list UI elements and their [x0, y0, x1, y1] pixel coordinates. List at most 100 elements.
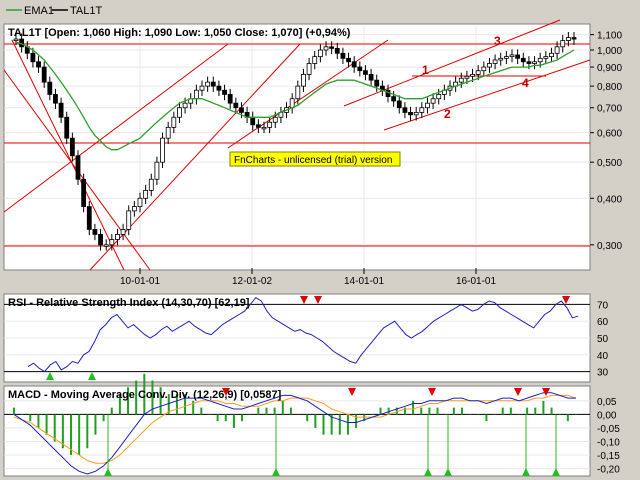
histogram-bar	[167, 394, 170, 415]
histogram-bar	[265, 407, 268, 415]
price-panel: 1 2 3 4 TAL1T [Open: 1,060 High: 1,090 Low:…	[3, 19, 622, 287]
candle-body	[131, 206, 137, 212]
candle-body	[419, 107, 425, 113]
candle-body	[475, 70, 481, 75]
candle-body	[425, 102, 430, 109]
candle-body	[75, 155, 81, 180]
candle-body	[357, 66, 363, 72]
histogram-bar	[452, 407, 455, 415]
candle-body	[526, 61, 532, 64]
histogram-bar	[159, 387, 162, 415]
date-axis: 10-01-01 12-01-02 14-01-01 16-01-01	[120, 268, 496, 287]
price-axis: 1,100 1,000 0,900 0,800 0,700 0,600 0,500 0,400…	[590, 31, 622, 252]
histogram-bar	[420, 407, 423, 415]
sell-signal-marker	[562, 296, 570, 304]
histogram-bar	[412, 400, 415, 415]
candle-body	[487, 63, 492, 68]
histogram-bar	[13, 407, 15, 415]
histogram-bar	[526, 407, 529, 415]
histogram-bar	[387, 407, 390, 415]
rsi-panel: RSI - Relative Strength Index (14,30,70)…	[3, 293, 609, 383]
histogram-bar	[550, 407, 553, 415]
trendline	[383, 59, 591, 131]
candle-body	[120, 229, 126, 235]
candle-body	[374, 79, 380, 87]
histogram-bar	[306, 414, 309, 422]
histogram-bar	[29, 414, 32, 422]
histogram-bar	[110, 407, 113, 415]
candle-body	[470, 74, 475, 77]
candle-body	[549, 52, 554, 58]
histogram-bar	[501, 407, 504, 415]
candle-body	[109, 239, 115, 246]
candle-body	[436, 94, 442, 100]
candle-body	[413, 112, 419, 116]
candle-body	[312, 56, 318, 64]
histogram-bar	[151, 380, 154, 415]
candle-body	[306, 63, 312, 75]
trendline	[3, 43, 229, 213]
price-annotations: 1 2 3 4	[422, 34, 529, 121]
candle-body	[329, 46, 335, 49]
rsi-axis: 70 60 50 40 30	[597, 300, 609, 378]
candle-body	[368, 74, 374, 81]
legend-ema-label: EMA1	[24, 5, 54, 17]
candle-body	[47, 81, 53, 95]
candle-body	[165, 126, 171, 139]
macd-tick-label: -0,20	[597, 465, 620, 476]
histogram-bar	[53, 414, 56, 442]
sell-signal-marker	[222, 388, 230, 396]
candle-body	[160, 137, 165, 163]
sell-signal-marker	[514, 388, 522, 396]
watermark-text: FnCharts - unlicensed (trial) version	[234, 155, 392, 166]
candle-body	[154, 161, 160, 180]
macd-tick-label: 0,05	[597, 397, 617, 408]
histogram-bar	[257, 407, 260, 415]
date-tick-label: 10-01-01	[120, 276, 160, 287]
price-tick-label: 0,800	[597, 82, 622, 93]
buy-signal-marker	[444, 468, 452, 476]
candle-body	[515, 54, 521, 59]
histogram-bar	[127, 387, 130, 415]
macd-grid	[4, 400, 590, 470]
candle-body	[565, 37, 571, 41]
date-tick-label: 14-01-01	[344, 276, 384, 287]
price-panel-background	[3, 23, 591, 271]
histogram-bar	[485, 414, 488, 422]
histogram-bar	[86, 414, 89, 449]
candle-body	[199, 85, 205, 91]
candle-body	[115, 233, 120, 240]
candle-body	[103, 244, 109, 247]
date-tick-label: 12-01-02	[232, 276, 272, 287]
candle-body	[92, 229, 98, 235]
histogram-bar	[37, 414, 40, 428]
buy-signal-marker	[424, 468, 432, 476]
histogram-bar	[70, 414, 73, 456]
candle-body	[53, 94, 58, 104]
candle-body	[250, 116, 256, 126]
histogram-bar	[94, 414, 97, 435]
sell-signal-marker	[300, 296, 308, 304]
candle-body	[492, 59, 498, 64]
histogram-bar	[534, 407, 537, 415]
sell-signal-marker	[348, 388, 356, 396]
histogram-bar	[61, 414, 64, 449]
candle-body	[58, 102, 64, 118]
candle-body	[86, 206, 92, 230]
histogram-bar	[208, 414, 211, 415]
candle-body	[295, 85, 301, 100]
histogram-bar	[118, 394, 121, 415]
candle-body	[272, 116, 278, 123]
macd-histogram	[13, 373, 577, 456]
candle-body	[239, 107, 244, 113]
price-tick-label: 0,900	[597, 63, 622, 74]
wave-annotation: 2	[444, 107, 451, 121]
histogram-bar	[566, 414, 569, 422]
rsi-tick-label: 40	[597, 351, 609, 362]
histogram-bar	[444, 414, 447, 415]
trendline	[11, 39, 125, 271]
rsi-panel-header: RSI - Relative Strength Index (14,30,70)…	[8, 297, 250, 309]
candle-body	[137, 197, 143, 207]
